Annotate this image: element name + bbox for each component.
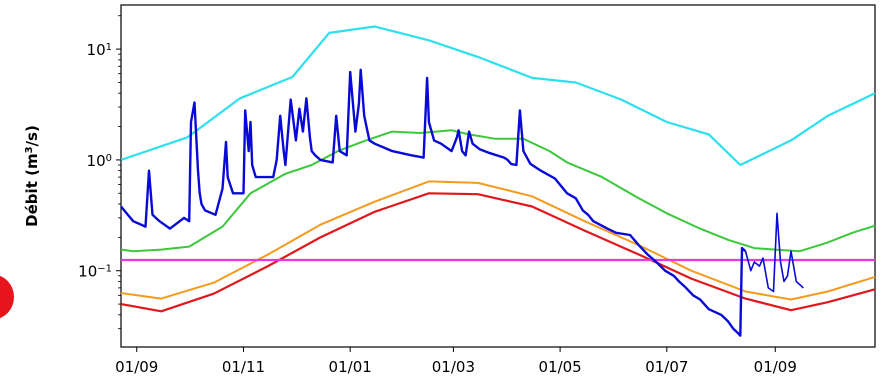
plot-area-frame [120, 4, 876, 348]
x-axis-ticks: 01/09 01/11 01/01 01/03 01/05 01/07 01/09 [115, 347, 797, 376]
x-tick-label: 01/09 [115, 358, 158, 376]
red-marker-dot [0, 275, 14, 319]
x-tick-label: 01/01 [329, 358, 372, 376]
x-tick-label: 01/09 [754, 358, 797, 376]
series-line-4 [120, 192, 876, 313]
y-tick-label: 10−1 [78, 263, 112, 281]
y-axis-ticks: 101 100 10−1 [78, 15, 121, 330]
series-line-1 [120, 25, 876, 167]
series-line-6 [120, 68, 747, 337]
x-tick-label: 01/11 [222, 358, 265, 376]
series-line-2 [120, 129, 876, 253]
y-tick-label: 101 [87, 41, 112, 59]
x-tick-label: 01/07 [645, 358, 688, 376]
x-tick-label: 01/05 [538, 358, 581, 376]
series-layer [120, 25, 876, 337]
y-tick-label: 100 [87, 152, 112, 170]
series-line-3 [120, 180, 876, 301]
y-axis-label: Débit (m3/s) [23, 125, 41, 227]
x-tick-label: 01/03 [432, 358, 475, 376]
series-line-7 [744, 212, 804, 293]
